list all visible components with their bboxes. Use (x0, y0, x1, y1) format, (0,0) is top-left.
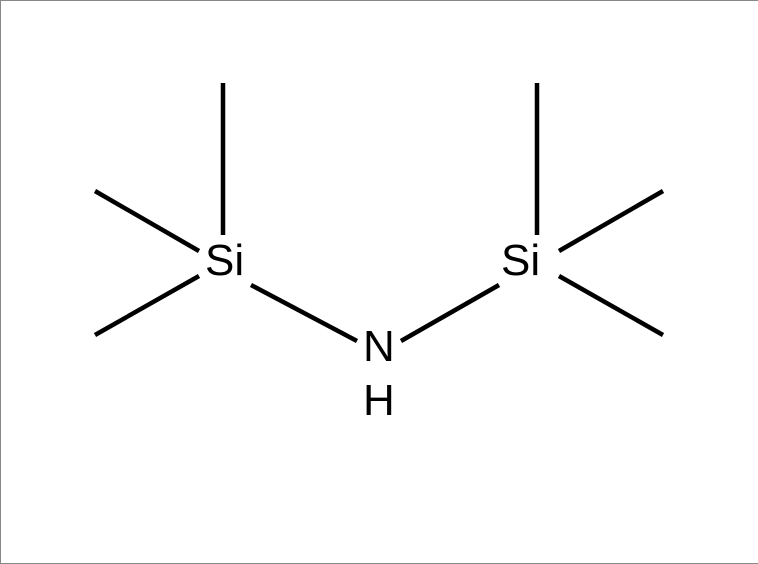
atom-n: N (363, 325, 395, 369)
atom-si-left: Si (205, 239, 244, 283)
bonds-svg (1, 1, 758, 563)
bond-n-si-right (401, 285, 499, 341)
bond-si-left-methyl-lower-left (95, 276, 199, 335)
bond-si-right-methyl-lower-right (559, 276, 663, 335)
bond-si-left-methyl-upper-left (95, 191, 199, 251)
bond-si-left-n (251, 285, 357, 341)
molecule-diagram: Si Si N H (0, 0, 758, 564)
atom-h: H (363, 379, 395, 423)
atom-si-right: Si (501, 239, 540, 283)
bond-si-right-methyl-upper-right (559, 191, 663, 251)
